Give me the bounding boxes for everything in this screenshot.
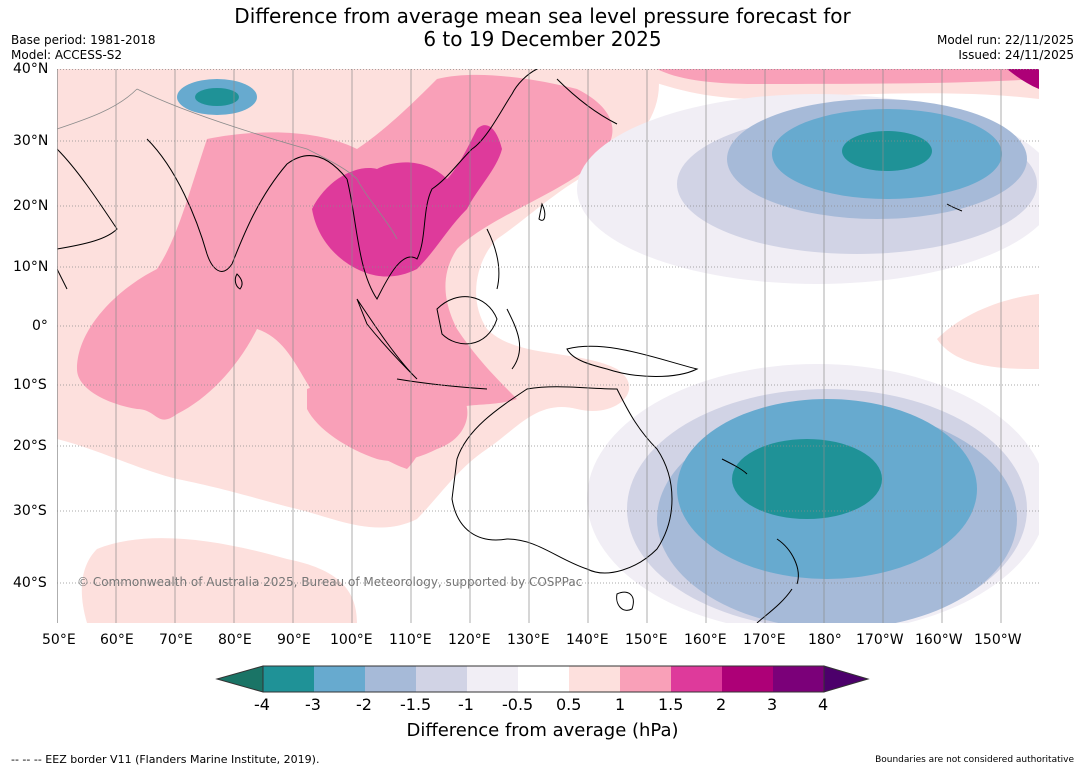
- lat-label: 0°: [32, 318, 48, 334]
- lon-label: 90°E: [277, 632, 311, 648]
- colorbar-swatch: [671, 666, 722, 692]
- colorbar-tick: 0.5: [556, 695, 582, 714]
- lat-label: 20°S: [13, 438, 47, 454]
- colorbar: [215, 665, 870, 693]
- coastlines: [57, 69, 963, 623]
- lon-label: 110°E: [389, 632, 432, 648]
- country-borders: [57, 88, 398, 240]
- colorbar-swatch: [722, 666, 773, 692]
- colorbar-swatch-min-arrow: [215, 665, 264, 693]
- colorbar-tick: 3: [767, 695, 778, 714]
- anomaly-region-light-pink-south: [81, 538, 357, 623]
- colorbar-tick: -1.5: [400, 695, 432, 714]
- coast-new-zealand-south: [756, 588, 793, 623]
- border-indochina: [356, 178, 398, 240]
- colorbar-swatch: [314, 666, 365, 692]
- lon-label: 50°E: [42, 632, 76, 648]
- colorbar-swatch: [416, 666, 467, 692]
- colorbar-tick: 4: [818, 695, 829, 714]
- lat-label: 30°N: [13, 133, 49, 149]
- anomaly-region-himalaya-core: [195, 88, 239, 106]
- colorbar-outline: [262, 665, 825, 693]
- gridlines: [57, 69, 1039, 623]
- coast-philippines: [486, 228, 500, 290]
- colorbar-tick: 1: [615, 695, 626, 714]
- lon-label: 180°: [808, 632, 842, 648]
- colorbar-swatch: [263, 666, 314, 692]
- coast-sulawesi: [506, 308, 521, 370]
- colorbar-swatch: [620, 666, 671, 692]
- colorbar-swatch-max-arrow: [823, 665, 870, 693]
- coast-arabia: [57, 148, 118, 250]
- anomaly-region-dark-magenta: [1007, 69, 1039, 89]
- colorbar-tick: 1.5: [658, 695, 684, 714]
- coast-indochina: [346, 148, 473, 300]
- colorbar-tick: -0.5: [502, 695, 534, 714]
- anomaly-region-pink-south: [307, 374, 468, 461]
- lat-label: 30°S: [13, 503, 47, 519]
- colorbar-label: Difference from average (hPa): [406, 720, 679, 741]
- anomaly-region-light-pink-east: [937, 294, 1039, 369]
- lat-label: 20°N: [13, 198, 49, 214]
- anomaly-region-teal-south-pacific: [732, 439, 882, 519]
- lat-label: 40°N: [13, 61, 49, 77]
- pressure-anomaly-map: © Commonwealth of Australia 2025, Bureau…: [57, 69, 1039, 623]
- lat-label: 10°N: [13, 259, 49, 275]
- coast-india: [146, 138, 348, 272]
- colorbar-tick: -2: [356, 695, 372, 714]
- coast-borneo: [436, 296, 498, 345]
- map-canvas: © Commonwealth of Australia 2025, Bureau…: [57, 69, 1039, 623]
- colorbar-swatch: [569, 666, 620, 692]
- lon-label: 120°E: [448, 632, 491, 648]
- lat-label: 10°S: [13, 377, 47, 393]
- colorbar-swatch: [365, 666, 416, 692]
- lon-label: 80°E: [218, 632, 252, 648]
- coast-australia: [451, 386, 673, 574]
- map-title-line2: 6 to 19 December 2025: [423, 27, 662, 51]
- coast-new-zealand-north: [776, 538, 799, 585]
- anomaly-region-pink-ne: [657, 69, 1039, 84]
- coast-china: [471, 69, 538, 150]
- coast-new-caledonia: [721, 458, 748, 475]
- colorbar-tick: -3: [305, 695, 321, 714]
- coast-sri-lanka: [234, 273, 243, 290]
- anomaly-region-magenta-se-asia: [312, 125, 502, 277]
- lon-label: 130°E: [507, 632, 550, 648]
- colorbar-tick: -4: [254, 695, 270, 714]
- colorbar-tick: 2: [716, 695, 727, 714]
- model-run: Model run: 22/11/2025: [936, 33, 1074, 47]
- coast-new-guinea: [566, 345, 699, 377]
- lon-label: 160°W: [915, 632, 963, 648]
- border-himalaya: [136, 88, 358, 180]
- coast-sumatra: [356, 298, 418, 380]
- lon-label: 160°E: [684, 632, 727, 648]
- lon-label: 70°E: [159, 632, 193, 648]
- border-arabia: [57, 88, 138, 130]
- lon-label: 100°E: [330, 632, 373, 648]
- issued-date: Issued: 24/11/2025: [958, 48, 1074, 62]
- lon-label: 170°E: [743, 632, 786, 648]
- lat-label: 40°S: [13, 575, 47, 591]
- coast-taiwan: [538, 202, 546, 221]
- coast-africa: [57, 268, 68, 290]
- lon-label: 150°E: [625, 632, 668, 648]
- lon-label: 150°W: [974, 632, 1022, 648]
- lon-label: 170°W: [856, 632, 904, 648]
- colorbar-swatch: [773, 666, 824, 692]
- colorbar-tick: -1: [458, 695, 474, 714]
- coast-hawaii: [946, 203, 963, 212]
- base-period: Base period: 1981-2018: [11, 33, 156, 47]
- copyright-notice: © Commonwealth of Australia 2025, Bureau…: [77, 575, 582, 589]
- map-title-line1: Difference from average mean sea level p…: [234, 4, 851, 28]
- anomaly-region-teal-north-pacific: [842, 131, 932, 171]
- lon-label: 140°E: [566, 632, 609, 648]
- eez-border-note: -- -- -- EEZ border V11 (Flanders Marine…: [11, 753, 320, 766]
- colorbar-swatch: [467, 666, 518, 692]
- boundaries-disclaimer: Boundaries are not considered authoritat…: [875, 755, 1074, 765]
- coast-japan: [556, 78, 618, 125]
- lon-label: 60°E: [100, 632, 134, 648]
- coast-tasmania: [616, 591, 634, 611]
- colorbar-swatch: [518, 666, 569, 692]
- model-name: Model: ACCESS-S2: [11, 48, 123, 62]
